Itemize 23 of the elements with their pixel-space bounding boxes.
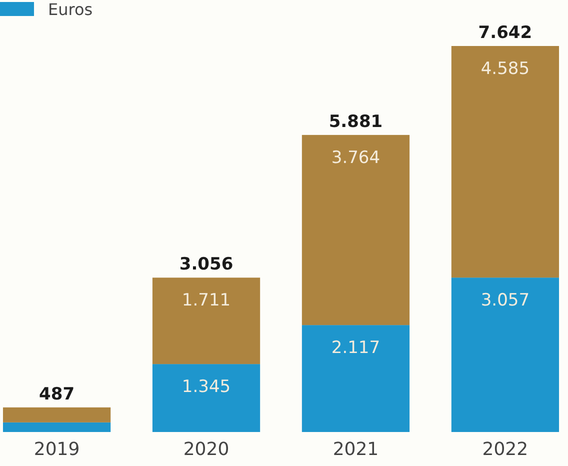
bar: [2, 407, 111, 422]
bar: [451, 278, 560, 432]
data-label: 1.711: [182, 290, 231, 311]
x-tick-label: 2022: [482, 439, 528, 460]
data-label: 3.764: [331, 148, 380, 168]
bar: [302, 134, 410, 326]
bar: [2, 422, 111, 432]
total-label: 487: [39, 384, 75, 404]
total-label: 7.642: [478, 23, 532, 43]
bar: [302, 325, 410, 432]
data-label: 4.585: [480, 59, 530, 79]
x-tick-label: 2020: [183, 439, 230, 460]
bar: [152, 278, 260, 364]
legend-label: Euros: [48, 0, 93, 19]
bar: [451, 46, 560, 278]
data-label: 2.117: [331, 338, 380, 358]
x-tick-label: 2021: [332, 439, 379, 460]
data-label: 1.345: [182, 377, 231, 398]
bar: [152, 364, 260, 432]
total-label: 3.056: [179, 254, 234, 275]
x-tick-label: 2019: [34, 439, 80, 460]
total-label: 5.881: [328, 112, 383, 132]
data-label: 3.057: [480, 290, 530, 311]
